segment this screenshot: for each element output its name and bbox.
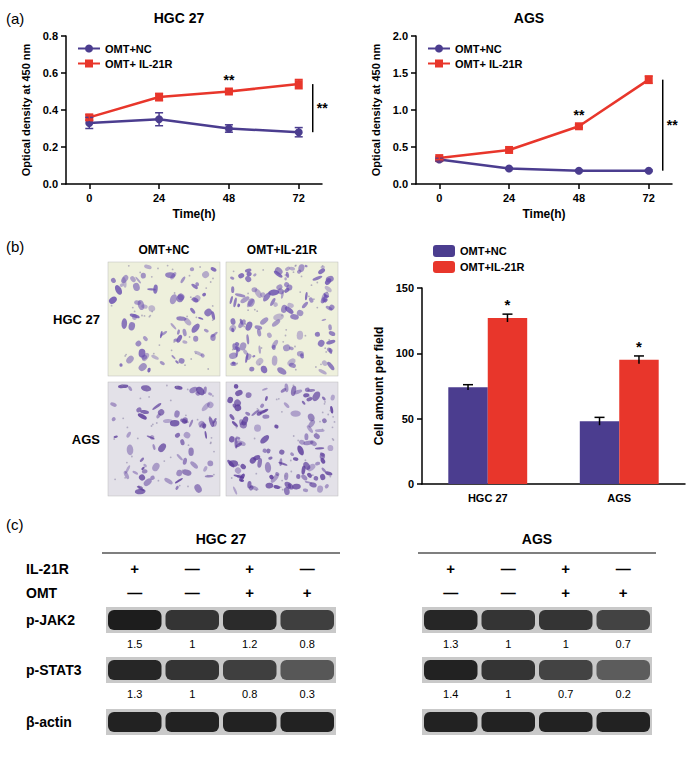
svg-text:HGC 27: HGC 27	[53, 312, 100, 327]
svg-text:AGS: AGS	[607, 492, 631, 504]
svg-text:0.5: 0.5	[393, 141, 408, 153]
svg-text:OMT+NC: OMT+NC	[460, 245, 507, 257]
svg-text:Optical density at 450 nm: Optical density at 450 nm	[20, 43, 32, 176]
svg-text:24: 24	[153, 192, 166, 204]
svg-text:0: 0	[436, 192, 442, 204]
svg-text:1.0: 1.0	[393, 104, 408, 116]
svg-text:OMT+NC: OMT+NC	[455, 43, 502, 55]
svg-text:+: +	[561, 584, 570, 601]
svg-text:1.3: 1.3	[443, 638, 458, 650]
svg-text:48: 48	[573, 192, 585, 204]
svg-text:48: 48	[223, 192, 235, 204]
svg-text:+: +	[245, 560, 254, 577]
svg-text:100: 100	[396, 347, 414, 359]
svg-text:AGS: AGS	[522, 531, 552, 547]
svg-text:1: 1	[189, 638, 195, 650]
svg-text:1: 1	[563, 638, 569, 650]
svg-text:0.4: 0.4	[43, 104, 59, 116]
svg-text:—: —	[127, 584, 142, 601]
svg-text:(c): (c)	[6, 516, 24, 533]
svg-text:—: —	[300, 560, 315, 577]
svg-text:+: +	[446, 560, 455, 577]
svg-text:+: +	[619, 584, 628, 601]
svg-text:**: **	[573, 107, 584, 123]
svg-text:2.0: 2.0	[393, 30, 408, 42]
svg-text:72: 72	[643, 192, 655, 204]
svg-text:0.7: 0.7	[558, 688, 573, 700]
svg-text:HGC 27: HGC 27	[154, 10, 205, 26]
svg-text:0.2: 0.2	[616, 688, 631, 700]
svg-text:β-actin: β-actin	[26, 714, 72, 730]
svg-text:0.8: 0.8	[242, 688, 257, 700]
svg-text:0.8: 0.8	[43, 30, 58, 42]
svg-text:24: 24	[503, 192, 516, 204]
svg-text:0: 0	[408, 478, 414, 490]
svg-text:p-JAK2: p-JAK2	[26, 612, 75, 628]
svg-text:—: —	[616, 560, 631, 577]
svg-text:**: **	[317, 100, 328, 116]
svg-text:OMT: OMT	[26, 585, 58, 601]
svg-text:0.7: 0.7	[616, 638, 631, 650]
svg-text:1.3: 1.3	[127, 688, 142, 700]
svg-text:OMT+IL-21R: OMT+IL-21R	[247, 243, 318, 257]
svg-text:1.2: 1.2	[242, 638, 257, 650]
svg-text:**: **	[667, 117, 678, 133]
svg-text:(b): (b)	[6, 238, 24, 255]
svg-text:—: —	[185, 560, 200, 577]
svg-text:—: —	[501, 560, 516, 577]
svg-text:1: 1	[505, 638, 511, 650]
svg-text:HGC 27: HGC 27	[196, 531, 247, 547]
svg-text:—: —	[501, 584, 516, 601]
svg-text:OMT+NC: OMT+NC	[139, 243, 190, 257]
svg-text:OMT+NC: OMT+NC	[105, 43, 152, 55]
svg-text:150: 150	[396, 282, 414, 294]
svg-text:1.4: 1.4	[443, 688, 458, 700]
svg-text:**: **	[223, 72, 234, 88]
svg-text:0.0: 0.0	[43, 178, 58, 190]
svg-text:+: +	[303, 584, 312, 601]
svg-text:HGC 27: HGC 27	[468, 492, 508, 504]
svg-text:+: +	[130, 560, 139, 577]
svg-text:1.5: 1.5	[393, 67, 408, 79]
svg-text:0: 0	[86, 192, 92, 204]
svg-text:1: 1	[189, 688, 195, 700]
svg-text:(a): (a)	[6, 10, 24, 27]
svg-text:*: *	[505, 296, 511, 313]
svg-text:OMT+IL-21R: OMT+IL-21R	[460, 261, 525, 273]
svg-text:1.5: 1.5	[127, 638, 142, 650]
svg-text:+: +	[561, 560, 570, 577]
svg-text:AGS: AGS	[72, 432, 101, 447]
svg-text:50: 50	[402, 413, 414, 425]
svg-text:0.2: 0.2	[43, 141, 58, 153]
svg-text:OMT+ IL-21R: OMT+ IL-21R	[105, 58, 173, 70]
svg-text:+: +	[245, 584, 254, 601]
svg-text:OMT+ IL-21R: OMT+ IL-21R	[455, 58, 523, 70]
svg-text:Cell amount per field: Cell amount per field	[372, 327, 386, 446]
svg-text:*: *	[636, 338, 642, 355]
svg-text:0.0: 0.0	[393, 178, 408, 190]
svg-text:Time(h): Time(h)	[172, 207, 215, 221]
svg-text:0.3: 0.3	[300, 688, 315, 700]
svg-text:—: —	[443, 584, 458, 601]
svg-text:1: 1	[505, 688, 511, 700]
svg-text:0.6: 0.6	[43, 67, 58, 79]
svg-text:IL-21R: IL-21R	[26, 561, 69, 577]
svg-text:0.8: 0.8	[300, 638, 315, 650]
svg-text:72: 72	[293, 192, 305, 204]
svg-text:p-STAT3: p-STAT3	[26, 662, 82, 678]
svg-text:Time(h): Time(h)	[522, 207, 565, 221]
svg-text:AGS: AGS	[514, 10, 544, 26]
svg-text:—: —	[185, 584, 200, 601]
svg-text:Optical density at 450 nm: Optical density at 450 nm	[370, 43, 382, 176]
